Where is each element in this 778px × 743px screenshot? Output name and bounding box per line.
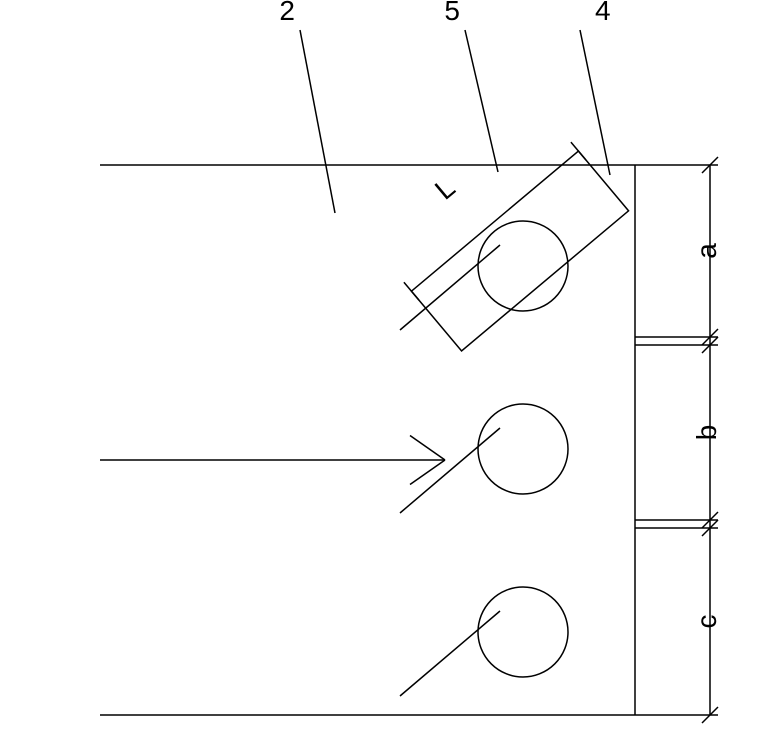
svg-text:4: 4: [595, 0, 611, 26]
svg-text:5: 5: [444, 0, 460, 26]
diagram-svg: La b c 2 5 4: [0, 0, 778, 743]
svg-text:a: a: [691, 243, 722, 259]
diagram-canvas: La b c 2 5 4: [0, 0, 778, 743]
svg-text:c: c: [691, 615, 722, 629]
svg-text:2: 2: [279, 0, 295, 26]
svg-text:b: b: [691, 425, 722, 441]
svg-text:L: L: [429, 172, 461, 206]
